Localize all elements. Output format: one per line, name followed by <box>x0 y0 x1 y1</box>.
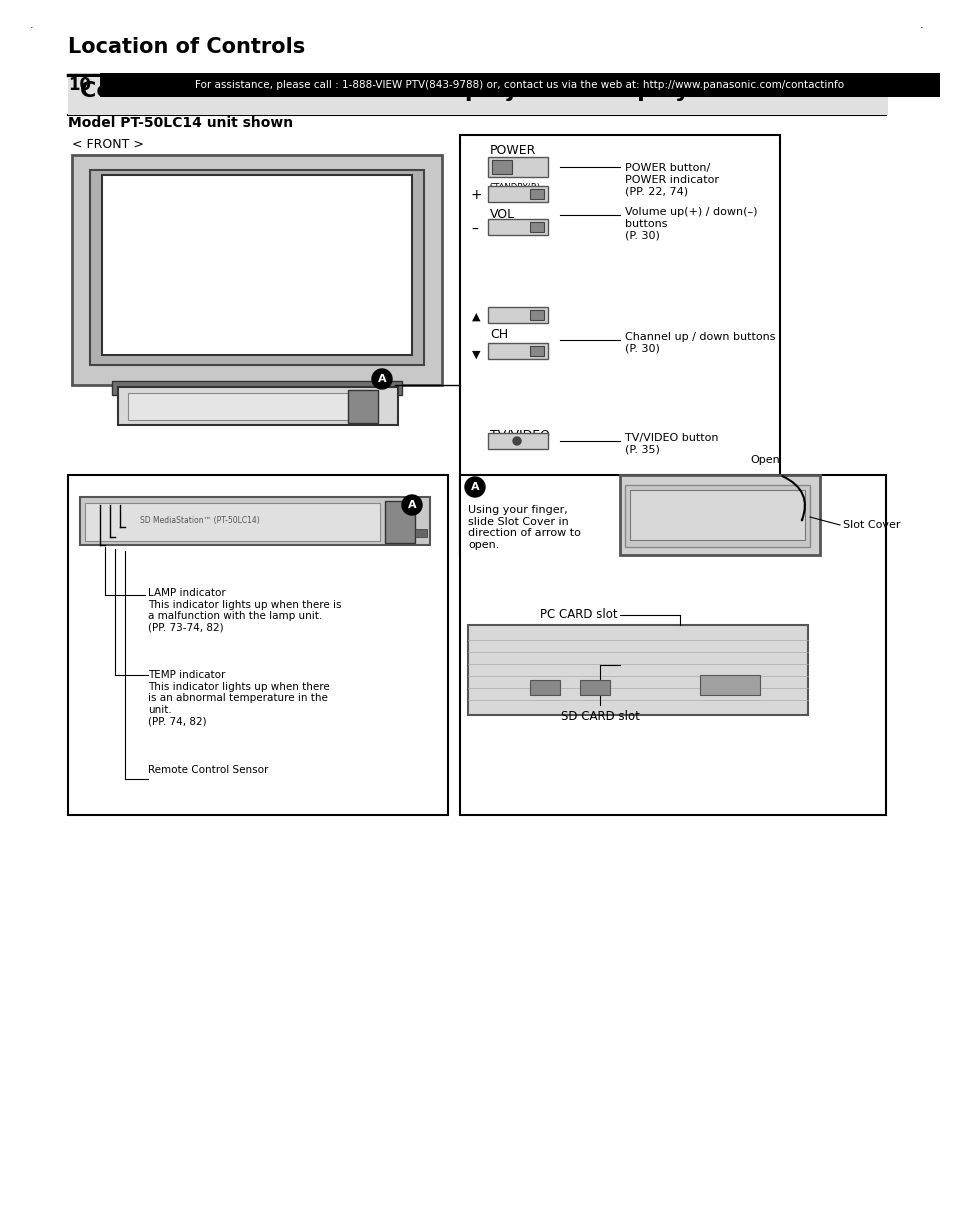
Bar <box>530 222 543 233</box>
Text: POWER button/
POWER indicator
(PP. 22, 74): POWER button/ POWER indicator (PP. 22, 7… <box>624 163 719 196</box>
Bar <box>385 501 415 543</box>
Bar <box>102 175 412 355</box>
Bar <box>530 346 543 355</box>
Circle shape <box>513 437 520 445</box>
Bar <box>459 475 885 815</box>
Bar <box>68 475 448 815</box>
Text: For assistance, please call : 1-888-VIEW PTV(843-9788) or, contact us via the we: For assistance, please call : 1-888-VIEW… <box>195 80 843 90</box>
Text: POWER: POWER <box>490 143 536 157</box>
Bar <box>488 186 547 202</box>
Bar <box>348 390 377 423</box>
Text: Slot Cover: Slot Cover <box>842 521 900 530</box>
Text: CH: CH <box>490 329 508 341</box>
Text: TEMP indicator
This indicator lights up when there
is an abnormal temperature in: TEMP indicator This indicator lights up … <box>148 670 330 727</box>
Text: ·: · <box>919 23 923 33</box>
Bar <box>624 484 809 547</box>
Bar <box>71 155 441 386</box>
Text: LAMP indicator
This indicator lights up when there is
a malfunction with the lam: LAMP indicator This indicator lights up … <box>148 588 341 633</box>
Bar <box>100 74 939 96</box>
Bar <box>488 219 547 235</box>
Bar <box>530 680 559 695</box>
Bar <box>488 433 547 449</box>
Text: TV/VIDEO: TV/VIDEO <box>490 429 550 441</box>
Circle shape <box>464 477 484 496</box>
Circle shape <box>372 369 392 389</box>
Text: Channel up / down buttons
(P. 30): Channel up / down buttons (P. 30) <box>624 333 775 353</box>
Text: TV/VIDEO button
(P. 35): TV/VIDEO button (P. 35) <box>624 433 718 454</box>
Text: Controls and Terminals on the projection display: Controls and Terminals on the projection… <box>80 81 689 101</box>
Bar <box>468 625 807 715</box>
Text: A: A <box>407 500 416 510</box>
Bar <box>118 387 397 425</box>
Text: Open: Open <box>749 455 779 465</box>
Bar <box>530 189 543 199</box>
Bar <box>579 680 609 695</box>
Bar <box>700 675 760 695</box>
Bar <box>619 475 820 556</box>
Text: –: – <box>471 223 477 237</box>
Text: STANDBY(R)
ON(G): STANDBY(R) ON(G) <box>490 183 540 202</box>
Text: ▲: ▲ <box>472 312 480 322</box>
Text: ·: · <box>30 23 33 33</box>
Bar <box>85 502 379 541</box>
Text: Model PT-50LC14 unit shown: Model PT-50LC14 unit shown <box>68 116 293 130</box>
Bar <box>629 490 804 540</box>
Bar <box>488 157 547 177</box>
Text: A: A <box>470 482 478 492</box>
Text: Remote Control Sensor: Remote Control Sensor <box>148 765 268 775</box>
Bar <box>488 343 547 359</box>
Text: ▼: ▼ <box>472 349 480 360</box>
Bar <box>128 393 348 421</box>
Text: +: + <box>471 188 482 202</box>
Text: < FRONT >: < FRONT > <box>71 139 144 151</box>
Bar <box>488 307 547 323</box>
Bar <box>80 496 430 545</box>
Bar <box>492 160 512 174</box>
Bar <box>68 77 887 114</box>
Text: A: A <box>377 374 386 384</box>
Bar <box>459 135 780 556</box>
Bar <box>90 170 423 365</box>
Bar <box>415 529 427 537</box>
FancyArrowPatch shape <box>781 476 804 521</box>
Text: SD CARD slot: SD CARD slot <box>560 710 639 723</box>
Bar <box>112 381 401 395</box>
Bar <box>530 310 543 321</box>
Text: 10: 10 <box>68 76 91 94</box>
Text: Using your finger,
slide Slot Cover in
direction of arrow to
open.: Using your finger, slide Slot Cover in d… <box>468 505 580 549</box>
Text: SD MediaStation™ (PT-50LC14): SD MediaStation™ (PT-50LC14) <box>140 516 259 524</box>
Text: PC CARD slot: PC CARD slot <box>539 609 618 622</box>
Text: Volume up(+) / down(–)
buttons
(P. 30): Volume up(+) / down(–) buttons (P. 30) <box>624 207 757 240</box>
Text: Location of Controls: Location of Controls <box>68 37 305 57</box>
Text: VOL: VOL <box>490 208 515 222</box>
Circle shape <box>401 495 421 515</box>
